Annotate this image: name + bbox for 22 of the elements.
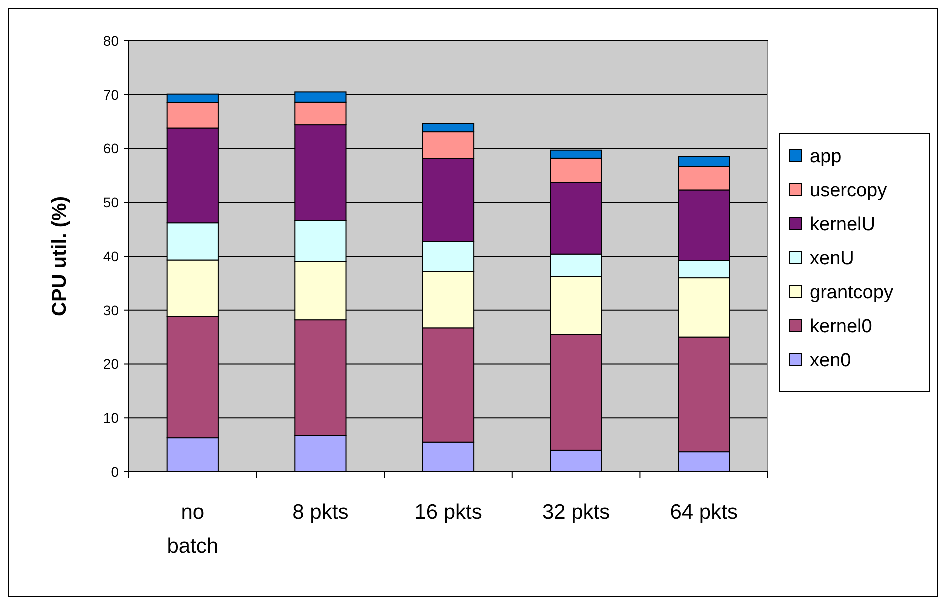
y-tick-label: 40 [103, 248, 120, 264]
x-tick-label: 64 pkts [670, 501, 738, 524]
y-tick-label: 10 [103, 410, 120, 426]
legend-label: kernelU [810, 214, 876, 236]
legend-label: app [810, 146, 842, 168]
x-tick-label: 32 pkts [542, 501, 610, 524]
x-tick-label: 16 pkts [414, 501, 482, 524]
y-tick-label: 60 [103, 140, 120, 157]
y-tick-label: 30 [103, 302, 120, 318]
legend-label: usercopy [810, 180, 888, 202]
y-tick-label: 20 [103, 356, 120, 372]
x-tick-label: 8 pkts [292, 501, 349, 524]
y-tick-label: 0 [111, 464, 120, 480]
x-tick-label: no batch [167, 501, 219, 558]
y-tick-label: 50 [103, 194, 120, 211]
legend-label: kernel0 [810, 316, 872, 338]
legend-label: xen0 [810, 350, 852, 372]
legend-label: grantcopy [810, 282, 894, 304]
y-axis-title: CPU util. (%) [49, 196, 71, 316]
y-tick-label: 80 [103, 32, 120, 49]
y-tick-label: 70 [103, 86, 120, 103]
legend-label: xenU [810, 248, 854, 270]
